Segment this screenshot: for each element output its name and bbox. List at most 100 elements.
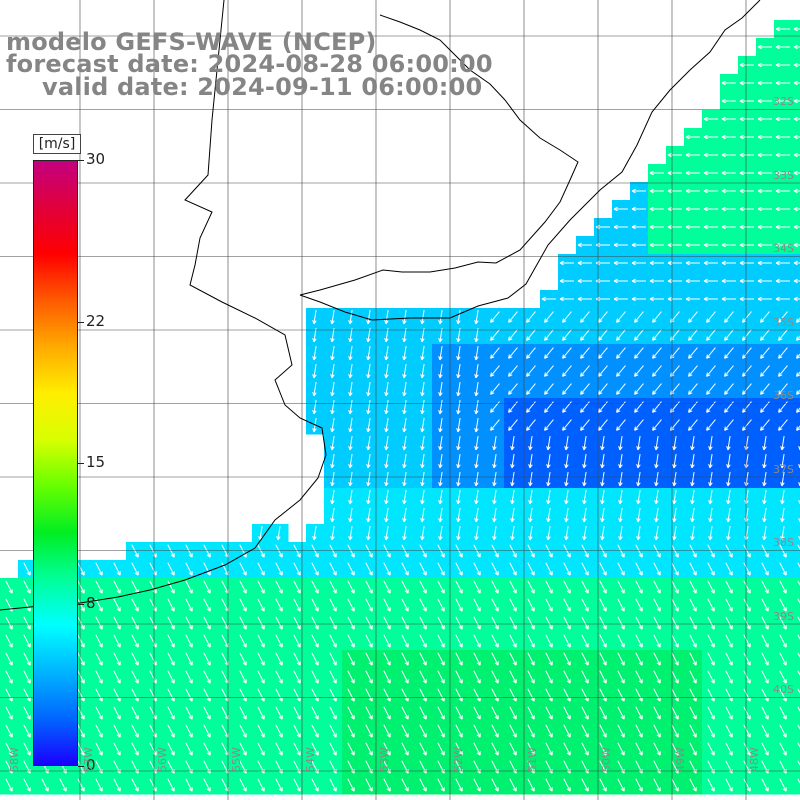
wind-arrow	[779, 724, 787, 738]
wind-arrow	[456, 328, 461, 343]
wind-arrow	[581, 652, 589, 666]
wind-arrow	[685, 296, 700, 302]
wind-arrow	[725, 688, 733, 702]
wind-arrow	[707, 544, 715, 558]
wind-arrow	[474, 346, 479, 361]
wind-arrow	[293, 742, 301, 756]
wind-arrow	[725, 544, 733, 558]
wind-arrow	[793, 260, 800, 266]
wind-arrow	[527, 598, 535, 612]
wind-arrow	[760, 419, 770, 431]
wind-arrow	[149, 580, 157, 594]
wind-arrow	[613, 278, 628, 284]
wind-arrow	[797, 634, 800, 641]
wind-arrow	[77, 742, 85, 756]
wind-arrow	[420, 526, 425, 541]
wind-arrow	[742, 419, 752, 431]
wind-cell	[792, 596, 800, 615]
wind-arrow	[652, 347, 662, 359]
wind-arrow	[509, 706, 517, 720]
wind-arrow	[257, 706, 265, 720]
wind-arrow	[348, 526, 353, 541]
wind-arrow	[402, 346, 407, 361]
wind-arrow	[653, 598, 661, 612]
wind-arrow	[383, 742, 391, 756]
wind-arrow	[203, 544, 211, 558]
wind-arrow	[492, 508, 497, 523]
wind-arrow	[419, 634, 427, 648]
wind-arrow	[634, 383, 644, 395]
wind-arrow	[634, 365, 644, 377]
colorbar-units: [m/s]	[33, 134, 81, 154]
wind-arrow	[600, 436, 605, 451]
wind-arrow	[778, 311, 788, 323]
wind-arrow	[402, 454, 407, 469]
colorbar-tick	[78, 321, 84, 323]
wind-arrow	[743, 616, 751, 630]
wind-arrow	[311, 652, 319, 666]
wind-arrow	[742, 311, 752, 323]
wind-arrow	[473, 778, 481, 792]
wind-arrow	[329, 688, 337, 702]
wind-arrow	[455, 670, 463, 684]
wind-arrow	[384, 310, 389, 325]
wind-arrow	[775, 224, 790, 230]
wind-arrow	[455, 616, 463, 630]
wind-arrow	[667, 296, 682, 302]
wind-arrow	[383, 778, 391, 792]
wind-arrow	[527, 742, 535, 756]
wind-arrow	[329, 724, 337, 738]
latitude-label: 40S	[773, 683, 794, 696]
wind-arrow	[293, 616, 301, 630]
wind-arrow	[402, 400, 407, 415]
wind-arrow	[793, 170, 800, 176]
wind-arrow	[5, 706, 13, 720]
wind-arrow	[95, 616, 103, 630]
wind-arrow	[437, 742, 445, 756]
wind-arrow	[527, 652, 535, 666]
wind-arrow	[775, 260, 790, 266]
wind-arrow	[329, 670, 337, 684]
wind-arrow	[131, 544, 139, 558]
wind-arrow	[366, 436, 371, 451]
wind-arrow	[613, 206, 628, 212]
wind-arrow	[347, 598, 355, 612]
wind-arrow	[616, 365, 626, 377]
wind-arrow	[761, 688, 769, 702]
wind-arrow	[649, 206, 664, 212]
wind-arrow	[509, 670, 517, 684]
wind-arrow	[743, 778, 751, 792]
wind-arrow	[456, 364, 461, 379]
wind-arrow	[473, 706, 481, 720]
wind-arrow	[490, 329, 500, 341]
wind-arrow	[203, 742, 211, 756]
wind-arrow	[275, 742, 283, 756]
wind-arrow	[544, 347, 554, 359]
wind-arrow	[329, 562, 337, 576]
wind-arrow	[239, 580, 247, 594]
wind-arrow	[726, 526, 731, 541]
wind-arrow	[528, 508, 533, 523]
wind-arrow	[797, 562, 800, 569]
wind-arrow	[167, 706, 175, 720]
wind-arrow	[384, 400, 389, 415]
wind-arrow	[672, 436, 677, 451]
wind-arrow	[617, 652, 625, 666]
wind-arrow	[383, 652, 391, 666]
wind-arrow	[474, 436, 479, 451]
wind-cell	[792, 704, 800, 723]
wind-arrow	[438, 328, 443, 343]
wind-arrow	[473, 616, 481, 630]
wind-arrow	[775, 152, 790, 158]
wind-arrow	[667, 206, 682, 212]
wind-arrow	[762, 472, 767, 487]
wind-arrow	[474, 310, 479, 325]
wind-arrow	[689, 580, 697, 594]
wind-arrow	[420, 418, 425, 433]
wind-arrow	[635, 706, 643, 720]
wind-arrow	[724, 419, 734, 431]
wind-arrow	[725, 706, 733, 720]
wind-arrow	[564, 454, 569, 469]
wind-arrow	[761, 634, 769, 648]
wind-arrow	[636, 490, 641, 505]
